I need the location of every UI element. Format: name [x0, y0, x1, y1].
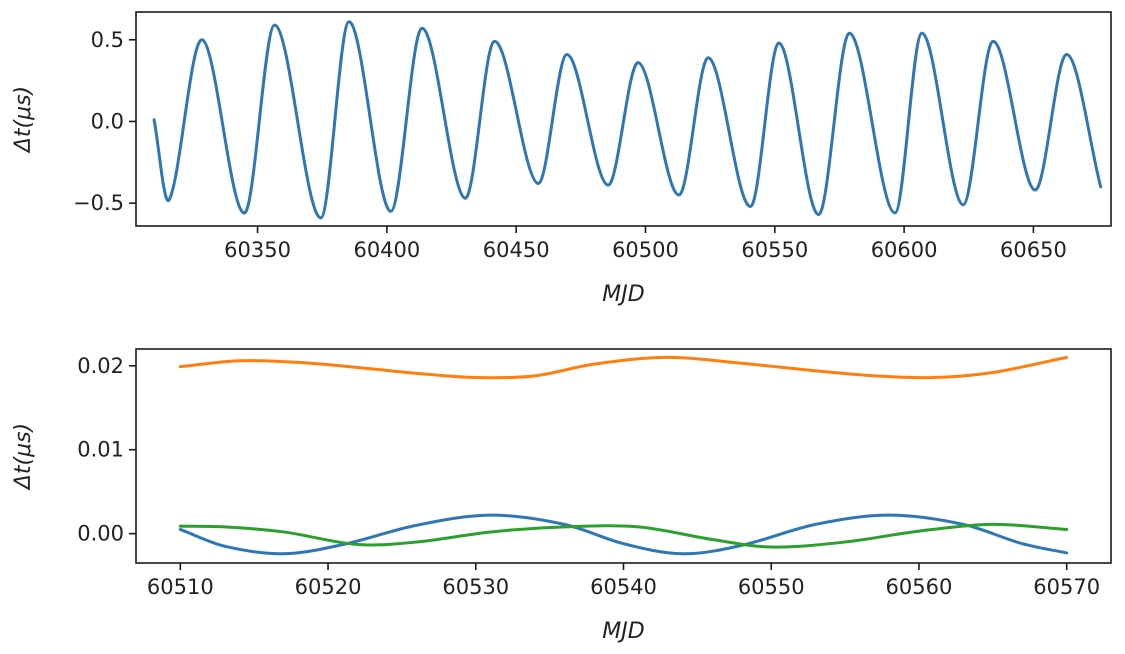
bottom-chart-panel: 60510 60520 60530 60540 60550 60560 60570 0.02…	[11, 348, 1112, 644]
top-y-tick-label: 0.5	[91, 28, 124, 52]
bottom-y-axis-label: Δt(μs)	[11, 423, 36, 491]
top-x-axis-label: MJD	[602, 282, 644, 307]
bottom-y-tick-label: 0.00	[77, 522, 124, 546]
top-y-axis-ticks: 0.5 0.0 −0.5	[73, 28, 136, 215]
top-plot-frame	[135, 11, 1112, 227]
top-y-tick-label: −0.5	[73, 191, 124, 215]
bottom-x-tick-label: 60570	[1033, 575, 1100, 599]
bottom-y-tick-label: 0.01	[77, 438, 124, 462]
top-x-tick-label: 60450	[483, 238, 550, 262]
top-x-tick-label: 60400	[353, 238, 420, 262]
top-x-tick-label: 60600	[871, 238, 938, 262]
top-x-tick-label: 60500	[612, 238, 679, 262]
bottom-series-line-3	[178, 522, 1069, 549]
bottom-x-tick-label: 60520	[295, 575, 362, 599]
bottom-x-tick-label: 60540	[590, 575, 657, 599]
top-chart-panel: 60350 60400 60450 60500 60550 60600 60650 0.50…	[11, 11, 1112, 307]
bottom-x-tick-label: 60530	[442, 575, 509, 599]
bottom-x-tick-label: 60560	[886, 575, 953, 599]
top-series-line-1	[152, 20, 1103, 220]
top-x-tick-label: 60650	[1000, 238, 1067, 262]
bottom-y-tick-label: 0.02	[77, 354, 124, 378]
bottom-y-axis-ticks: 0.02 0.01 0.00	[77, 354, 136, 546]
bottom-series-line-1	[178, 355, 1069, 380]
top-series-layer	[152, 20, 1103, 220]
top-y-axis-label: Δt(μs)	[11, 86, 36, 154]
top-x-tick-label: 60550	[741, 238, 808, 262]
bottom-x-tick-label: 60550	[738, 575, 805, 599]
bottom-series-layer	[178, 355, 1069, 556]
top-y-tick-label: 0.0	[91, 109, 124, 133]
bottom-x-tick-label: 60510	[147, 575, 214, 599]
bottom-series-line-2	[178, 513, 1069, 556]
bottom-x-axis-label: MJD	[602, 619, 644, 644]
bottom-x-axis-ticks: 60510 60520 60530 60540 60550 60560 60570	[147, 563, 1100, 599]
top-x-axis-ticks: 60350 60400 60450 60500 60550 60600 60650	[224, 226, 1067, 262]
top-x-tick-label: 60350	[224, 238, 291, 262]
